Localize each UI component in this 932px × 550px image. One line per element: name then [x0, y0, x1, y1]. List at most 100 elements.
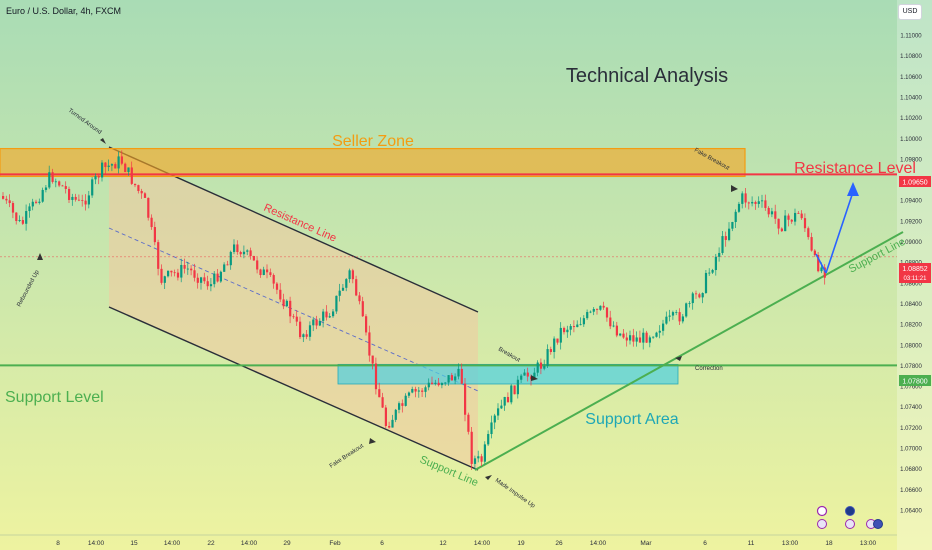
candle-body [299, 321, 302, 338]
candle-body [124, 163, 127, 173]
candle-body [384, 407, 387, 426]
channel-lower-line [108, 306, 479, 471]
candle-body [543, 365, 546, 369]
candle-body [74, 196, 77, 200]
flag-event-icon[interactable] [845, 519, 855, 529]
candle-body [470, 431, 473, 464]
candle-body [2, 196, 5, 199]
seller-zone-label: Seller Zone [332, 133, 414, 150]
candle-body [335, 295, 338, 312]
candle-body [68, 188, 71, 200]
candle-body [549, 349, 552, 353]
candle-body [500, 405, 503, 409]
candle-body [757, 201, 760, 204]
candle-body [625, 337, 628, 341]
support-level-label: Support Level [5, 389, 104, 406]
time-tick-label: 14:00 [88, 540, 105, 547]
candle-body [767, 207, 770, 215]
time-tick-label: 14:00 [164, 540, 181, 547]
candle-body [503, 396, 506, 406]
news-event-icon[interactable] [845, 506, 855, 516]
candle-body [817, 255, 820, 272]
price-tick-label: 1.10200 [900, 116, 922, 122]
time-tick-label: 6 [380, 540, 384, 547]
candle-body [216, 273, 219, 282]
symbol-title: Euro / U.S. Dollar, 4h, FXCM [6, 6, 122, 16]
candle-body [546, 349, 549, 366]
candle-body [784, 215, 787, 232]
candle-body [252, 256, 255, 261]
candle-body [77, 199, 81, 201]
candle-body [81, 200, 84, 201]
price-tick-label: 1.07800 [900, 364, 922, 370]
candle-body [114, 164, 117, 169]
projection-arrow-head [847, 182, 859, 196]
candle-body [91, 179, 94, 196]
price-tick-label: 1.09400 [900, 199, 922, 205]
candle-body [731, 222, 734, 229]
candle-body [371, 355, 374, 364]
time-tick-label: 12 [439, 540, 447, 547]
candle-body [411, 388, 414, 393]
candle-body [332, 311, 335, 317]
arrow-correction [675, 356, 682, 361]
candle-body [777, 218, 780, 229]
candle-body [780, 228, 783, 232]
candle-body [629, 335, 632, 341]
candle-body [157, 242, 160, 269]
price-tick-label: 1.07600 [900, 385, 922, 391]
candle-body [493, 415, 496, 423]
candle-body [275, 283, 279, 290]
candle-body [619, 333, 622, 336]
candle-body [51, 172, 54, 182]
candle-body [447, 375, 450, 383]
candle-body [318, 320, 321, 326]
candle-body [378, 389, 381, 398]
candle-body [572, 326, 576, 328]
candle-body [671, 312, 675, 316]
candle-body [576, 324, 579, 328]
candle-body [787, 215, 790, 220]
price-tick-label: 1.08400 [900, 302, 922, 308]
flash-event-icon[interactable] [816, 505, 828, 517]
candle-body [803, 218, 807, 229]
time-tick-label: 29 [283, 540, 291, 547]
candle-body [662, 323, 665, 331]
event-icons[interactable] [816, 505, 883, 529]
candle-body [134, 183, 137, 186]
candle-body [536, 362, 539, 373]
flag-event-icon[interactable] [817, 519, 827, 529]
projection-arrow-tail [815, 253, 827, 274]
candle-body [810, 237, 813, 251]
candle-body [754, 201, 757, 204]
price-tick-label: 1.07200 [900, 426, 922, 432]
candle-body [427, 382, 430, 388]
time-tick-label: 8 [56, 540, 60, 547]
news-event-icon[interactable] [873, 519, 883, 529]
candle-body [582, 318, 585, 325]
candle-body [652, 336, 655, 338]
currency-button[interactable]: USD [898, 4, 922, 20]
candle-body [315, 319, 318, 326]
candle-body [737, 203, 741, 212]
candle-body [44, 187, 48, 190]
candle-body [180, 264, 183, 278]
candle-body [708, 272, 711, 274]
candle-body [153, 227, 156, 243]
candle-body [770, 211, 774, 215]
candle-body [467, 414, 470, 432]
support-price-tag: 1.07800 [899, 375, 931, 386]
candle-body [341, 287, 345, 291]
time-axis[interactable]: 8 14:00 15 14:00 22 14:00 29 Feb 6 12 14:00 19 26 14:… [56, 540, 876, 547]
time-tick-label: 14:00 [241, 540, 258, 547]
candle-body [328, 316, 331, 318]
candle-body [721, 236, 724, 253]
candle-body [497, 408, 500, 416]
price-tick-label: 1.08200 [900, 323, 922, 329]
candle-body [104, 162, 107, 168]
candle-body [312, 319, 315, 326]
candle-body [417, 390, 420, 392]
candle-body [642, 332, 645, 343]
